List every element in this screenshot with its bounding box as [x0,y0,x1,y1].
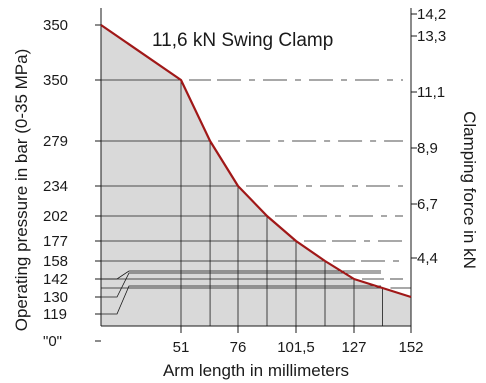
y-right-tick-label: 4,4 [417,250,438,267]
pressure-step-line [101,285,381,315]
x-tick-label: 101,5 [277,339,315,356]
chart-title: 11,6 kN Swing Clamp [152,30,333,51]
x-tick-label: 51 [173,339,190,356]
y-right-tick-label: 11,1 [417,84,445,101]
pressure-curve [100,24,412,299]
x-axis-title: Arm length in millimeters [163,361,349,380]
y-right-tick-label: 14,2 [417,6,446,23]
y-left-tick-label: 130 [43,289,68,306]
x-tick-label: 152 [398,339,423,356]
pressure-step-line [101,272,381,298]
y-left-tick-label: 158 [43,253,68,270]
y-right-tick-label: 6,7 [417,196,438,213]
y-left-tick-label: 234 [43,178,68,195]
y-left-tick-label: 142 [43,271,68,288]
x-tick-label: 76 [230,339,247,356]
y-left-tick-label: 177 [43,233,68,250]
y-left-tick-label: 202 [43,208,68,225]
y-left-tick-label: 350 [43,17,68,34]
y-left-tick-label: 350 [43,72,68,89]
pressure-step-line [101,270,381,280]
y-axis-left-title: Operating pressure in bar (0-35 MPa) [12,49,31,332]
operating-area [101,25,411,326]
y-right-tick-label: 8,9 [417,140,438,157]
y-right-tick-label: 13,3 [417,28,446,45]
y-left-tick-label: "0" [43,333,62,350]
x-tick-label: 127 [341,339,366,356]
y-left-tick-label: 119 [43,306,67,323]
y-axis-right-title: Clamping force in kN [460,111,479,269]
y-left-tick-label: 279 [43,133,68,150]
